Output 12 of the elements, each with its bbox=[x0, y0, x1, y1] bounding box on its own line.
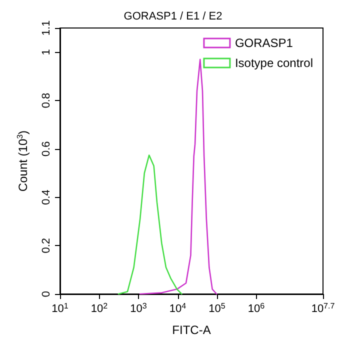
y-tick-label: 0.6 bbox=[40, 141, 52, 157]
y-tick-label: 0.4 bbox=[40, 190, 52, 205]
y-tick-label: 1.1 bbox=[40, 20, 52, 36]
y-tick-label: 1 bbox=[40, 49, 52, 56]
y-tick-label: 0.2 bbox=[40, 238, 52, 254]
y-tick-label: 0.8 bbox=[40, 92, 52, 108]
legend-label: Isotype control bbox=[234, 56, 314, 70]
chart-title: GORASP1 / E1 / E2 bbox=[124, 10, 222, 22]
y-tick-label: 0 bbox=[40, 290, 52, 298]
legend-label: GORASP1 bbox=[234, 36, 294, 50]
y-axis-title: Count (103) bbox=[16, 130, 30, 192]
x-axis-title: FITC-A bbox=[172, 323, 211, 337]
